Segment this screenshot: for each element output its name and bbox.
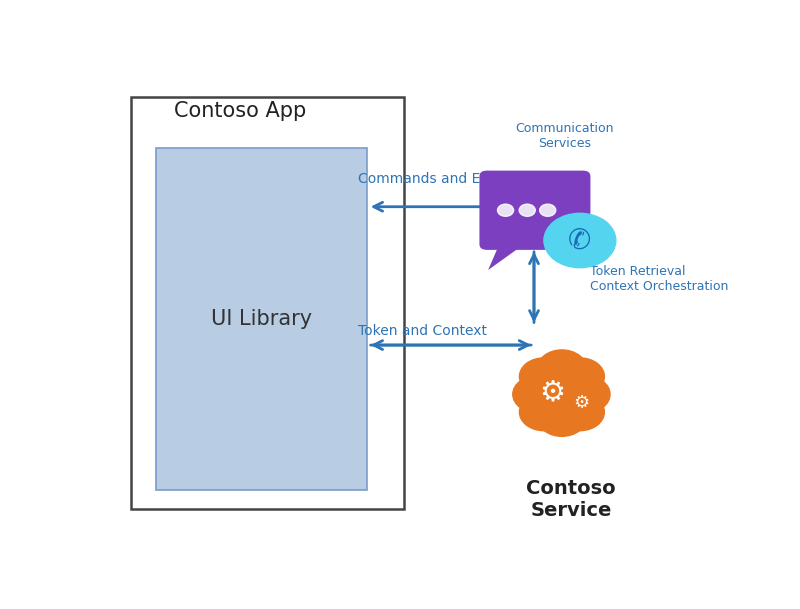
- Circle shape: [519, 204, 535, 216]
- Circle shape: [519, 393, 569, 431]
- FancyBboxPatch shape: [479, 171, 590, 250]
- Text: ✆: ✆: [568, 227, 591, 255]
- Bar: [131, 97, 404, 509]
- Circle shape: [538, 399, 586, 436]
- Circle shape: [498, 204, 514, 216]
- Circle shape: [561, 376, 610, 413]
- Text: UI Library: UI Library: [210, 309, 312, 329]
- Text: Contoso App: Contoso App: [174, 100, 306, 121]
- Circle shape: [519, 358, 569, 395]
- Circle shape: [540, 204, 556, 216]
- Circle shape: [544, 213, 616, 268]
- Text: Contoso
Service: Contoso Service: [526, 479, 616, 520]
- Circle shape: [513, 376, 562, 413]
- Bar: [156, 148, 366, 490]
- Text: Commands and Events: Commands and Events: [358, 172, 518, 186]
- Text: Communication
Services: Communication Services: [516, 122, 614, 150]
- Polygon shape: [488, 244, 524, 270]
- Circle shape: [555, 393, 604, 431]
- Circle shape: [538, 350, 586, 387]
- Text: ⚙: ⚙: [574, 394, 590, 412]
- Text: ⚙: ⚙: [539, 378, 566, 406]
- Text: Token and Context: Token and Context: [358, 324, 487, 338]
- Circle shape: [533, 372, 591, 416]
- Circle shape: [555, 358, 604, 395]
- Text: Token Retrieval
Context Orchestration: Token Retrieval Context Orchestration: [590, 266, 728, 294]
